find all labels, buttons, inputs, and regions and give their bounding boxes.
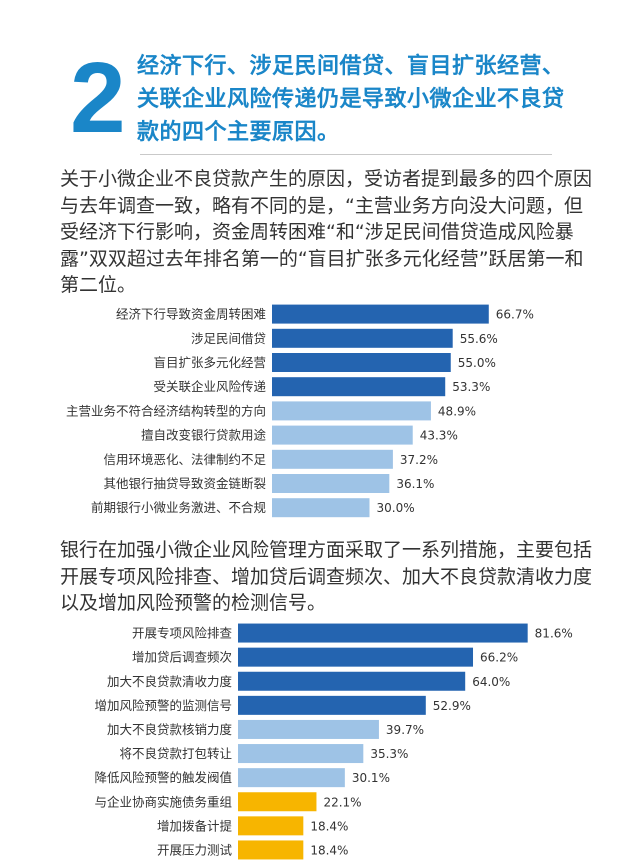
- value-label: 35.3%: [370, 747, 408, 761]
- value-label: 30.1%: [352, 771, 390, 785]
- value-label: 18.4%: [310, 843, 348, 857]
- bar-8: [238, 792, 317, 812]
- bar-2: [238, 647, 474, 667]
- bar-2: [272, 328, 453, 348]
- category-label: 涉足民间借贷: [191, 331, 266, 346]
- category-label: 受关联企业风险传递: [153, 379, 266, 394]
- value-label: 66.2%: [480, 651, 518, 665]
- category-label: 盲目扩张多元化经营: [153, 355, 266, 370]
- value-label: 53.3%: [452, 380, 490, 394]
- category-label: 加大不良贷款核销力度: [107, 722, 233, 737]
- category-label: 前期银行小微业务激进、不合规: [91, 500, 266, 515]
- value-label: 81.6%: [535, 627, 573, 641]
- category-label: 信用环境恶化、法律制约不足: [103, 452, 266, 467]
- category-label: 开展压力测试: [157, 842, 233, 857]
- category-label: 增加贷后调查频次: [132, 650, 232, 665]
- bar-4: [238, 695, 426, 715]
- measures-paragraph: 银行在加强小微企业风险管理方面采取了一系列措施，主要包括开展专项风险排查、增加贷…: [60, 539, 593, 614]
- bar-4: [272, 377, 446, 397]
- bar-9: [238, 816, 304, 836]
- value-label: 55.6%: [460, 332, 498, 346]
- value-label: 18.4%: [310, 819, 348, 833]
- measures-bar-chart: 开展专项风险排查 81.6% 增加贷后调查频次 66.2% 加大不良贷款清收力度 64.0…: [94, 623, 573, 860]
- bar-5: [238, 719, 379, 739]
- category-label: 其他银行抽贷导致资金链断裂: [103, 476, 266, 491]
- value-label: 48.9%: [438, 404, 476, 418]
- category-label: 将不良贷款打包转让: [119, 746, 232, 761]
- category-label: 加大不良贷款清收力度: [107, 674, 233, 689]
- bar-5: [272, 401, 431, 421]
- section-number: 2: [70, 42, 126, 154]
- bar-1: [272, 304, 489, 324]
- category-label: 降低风险预警的触发阀值: [94, 770, 232, 785]
- bar-6: [272, 425, 413, 445]
- bar-7: [238, 768, 345, 788]
- headline: 经济下行、涉足民间借贷、盲目扩张经营、关联企业风险传递仍是导致小微企业不良贷款的…: [137, 54, 565, 145]
- value-label: 36.1%: [396, 477, 434, 491]
- bar-3: [238, 671, 466, 691]
- value-label: 39.7%: [386, 723, 424, 737]
- value-label: 64.0%: [472, 675, 510, 689]
- bar-3: [272, 353, 451, 372]
- category-label: 擅自改变银行贷款用途: [141, 428, 267, 443]
- value-label: 43.3%: [420, 429, 458, 443]
- category-label: 主营业务不符合经济结构转型的方向: [66, 403, 266, 418]
- bar-10: [238, 840, 304, 860]
- category-label: 增加风险预警的监测信号: [94, 698, 232, 713]
- value-label: 55.0%: [458, 356, 496, 370]
- bar-6: [238, 744, 364, 764]
- category-label: 与企业协商实施债务重组: [94, 794, 232, 809]
- value-label: 30.0%: [377, 501, 415, 515]
- category-label: 开展专项风险排查: [132, 626, 233, 641]
- bar-7: [272, 449, 393, 469]
- value-label: 22.1%: [323, 795, 361, 809]
- value-label: 37.2%: [400, 453, 438, 467]
- causes-bar-chart: 经济下行导致资金周转困难 66.7% 涉足民间借贷 55.6% 盲目扩张多元化经营 55.…: [66, 304, 534, 518]
- value-label: 52.9%: [433, 699, 471, 713]
- bar-9: [272, 498, 370, 518]
- bar-1: [238, 623, 528, 643]
- value-label: 66.7%: [496, 308, 534, 322]
- divider: [140, 154, 552, 155]
- category-label: 增加拨备计提: [157, 818, 233, 833]
- category-label: 经济下行导致资金周转困难: [116, 307, 266, 322]
- bar-8: [272, 474, 390, 493]
- intro-paragraph: 关于小微企业不良贷款产生的原因，受访者提到最多的四个原因与去年调查一致，略有不同…: [60, 168, 593, 296]
